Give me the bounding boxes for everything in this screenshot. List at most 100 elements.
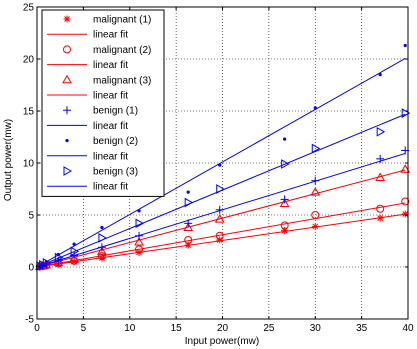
legend-entry: malignant (3): [62, 74, 151, 86]
data-point-series-3: [69, 254, 79, 263]
data-point-series-5: [313, 106, 317, 110]
data-point-series-5: [186, 190, 190, 194]
legend-marker-swatch: [63, 45, 71, 54]
y-tick-label: 10: [23, 159, 35, 170]
data-point-series-6: [281, 159, 290, 169]
data-point-series-3: [53, 257, 64, 266]
x-tick-label: 35: [356, 323, 368, 334]
data-point-series-5: [137, 209, 141, 213]
legend-label: malignant (3): [93, 75, 151, 86]
data-point-series-5: [378, 73, 382, 77]
star-stroke: [64, 16, 70, 22]
data-point-series-2: [135, 245, 144, 254]
legend-marker-swatch: [65, 139, 69, 143]
data-point-series-4: [311, 176, 320, 185]
data-point-series-6: [184, 197, 194, 208]
data-point-series-6: [216, 184, 225, 194]
y-tick-label: 20: [23, 55, 35, 66]
y-tick-label: 25: [23, 3, 35, 14]
data-point-series-2: [280, 221, 289, 230]
data-point-series-2: [215, 231, 224, 240]
data-point-series-4: [376, 154, 385, 163]
data-point-series-6: [376, 126, 386, 137]
data-point-series-1: [311, 222, 319, 230]
legend-label: linear fit: [93, 121, 128, 132]
data-point-series-1: [98, 254, 106, 262]
legend: malignant (1) linear fit malignant (2) line…: [41, 9, 165, 197]
data-point-series-3: [97, 246, 107, 255]
data-point-series-1: [216, 236, 224, 244]
data-point-series-3: [134, 237, 144, 246]
data-point-series-5: [283, 137, 287, 141]
star-stroke: [99, 255, 105, 262]
legend-entry: linear fit: [47, 151, 128, 162]
data-point-series-4: [215, 205, 224, 214]
legend-marker-swatch: [63, 166, 73, 176]
star-stroke: [216, 237, 223, 243]
data-point-series-2: [97, 252, 106, 261]
x-tick-label: 10: [124, 323, 136, 334]
data-point-series-6: [98, 233, 107, 243]
data-point-series-2: [184, 235, 193, 244]
data-point-series-4: [280, 195, 289, 204]
legend-entry: linear fit: [47, 91, 128, 102]
legend-marker-swatch: [62, 74, 72, 84]
legend-entry: benign (1): [63, 106, 138, 117]
data-point-series-2: [376, 204, 385, 213]
data-point-series-2: [311, 211, 320, 219]
data-point-series-3: [183, 222, 194, 231]
data-point-series-4: [184, 219, 193, 228]
star-stroke: [377, 215, 384, 221]
star-stroke: [312, 223, 319, 230]
data-point-series-5: [403, 43, 407, 48]
legend-label: linear fit: [93, 91, 128, 102]
data-point-series-4: [135, 231, 144, 240]
y-axis-label: Output power(mw): [3, 119, 14, 201]
legend-label: linear fit: [93, 182, 128, 193]
legend-label: linear fit: [93, 60, 128, 71]
y-tick-label: -5: [25, 315, 34, 326]
x-axis-label: Input power(mw): [185, 336, 259, 347]
legend-label: linear fit: [93, 151, 128, 162]
x-tick-label: 0: [34, 323, 40, 334]
x-tick-label: 5: [81, 323, 87, 334]
data-point-series-5: [100, 225, 104, 230]
data-point-series-5: [218, 163, 222, 167]
y-tick-label: 0: [28, 263, 34, 274]
x-tick-label: 25: [263, 323, 275, 334]
data-point-series-6: [311, 143, 321, 154]
data-point-series-6: [54, 252, 64, 263]
legend-entry: benign (2): [65, 136, 138, 147]
data-point-series-3: [310, 187, 321, 196]
x-tick-label: 15: [171, 323, 183, 334]
legend-label: benign (3): [93, 167, 138, 178]
legend-entry: linear fit: [47, 30, 128, 41]
data-point-series-3: [214, 214, 225, 223]
legend-entry: benign (3): [63, 166, 138, 178]
data-point-series-4: [97, 243, 106, 252]
data-point-series-6: [135, 218, 145, 229]
legend-box: [41, 9, 165, 197]
data-point-series-1: [376, 214, 384, 222]
data-point-series-3: [375, 172, 386, 182]
data-point-series-6: [42, 257, 52, 268]
fit-line-series-5: [39, 58, 406, 266]
data-point-series-3: [400, 164, 411, 173]
legend-entry: linear fit: [47, 60, 128, 71]
x-tick-label: 20: [217, 323, 229, 334]
legend-label: benign (2): [93, 136, 138, 147]
legend-entry: malignant (1): [63, 15, 151, 26]
data-point-series-5: [72, 242, 76, 246]
legend-label: benign (1): [93, 106, 138, 117]
data-point-series-2: [401, 197, 410, 206]
legend-label: malignant (1): [93, 15, 151, 26]
legend-entry: malignant (2): [63, 45, 151, 56]
fit-line-series-2: [39, 202, 406, 268]
data-markers: [34, 43, 411, 271]
y-tick-label: 15: [23, 107, 35, 118]
legend-marker-swatch: [63, 106, 71, 115]
data-point-series-3: [279, 198, 290, 208]
legend-entry: linear fit: [47, 182, 128, 193]
